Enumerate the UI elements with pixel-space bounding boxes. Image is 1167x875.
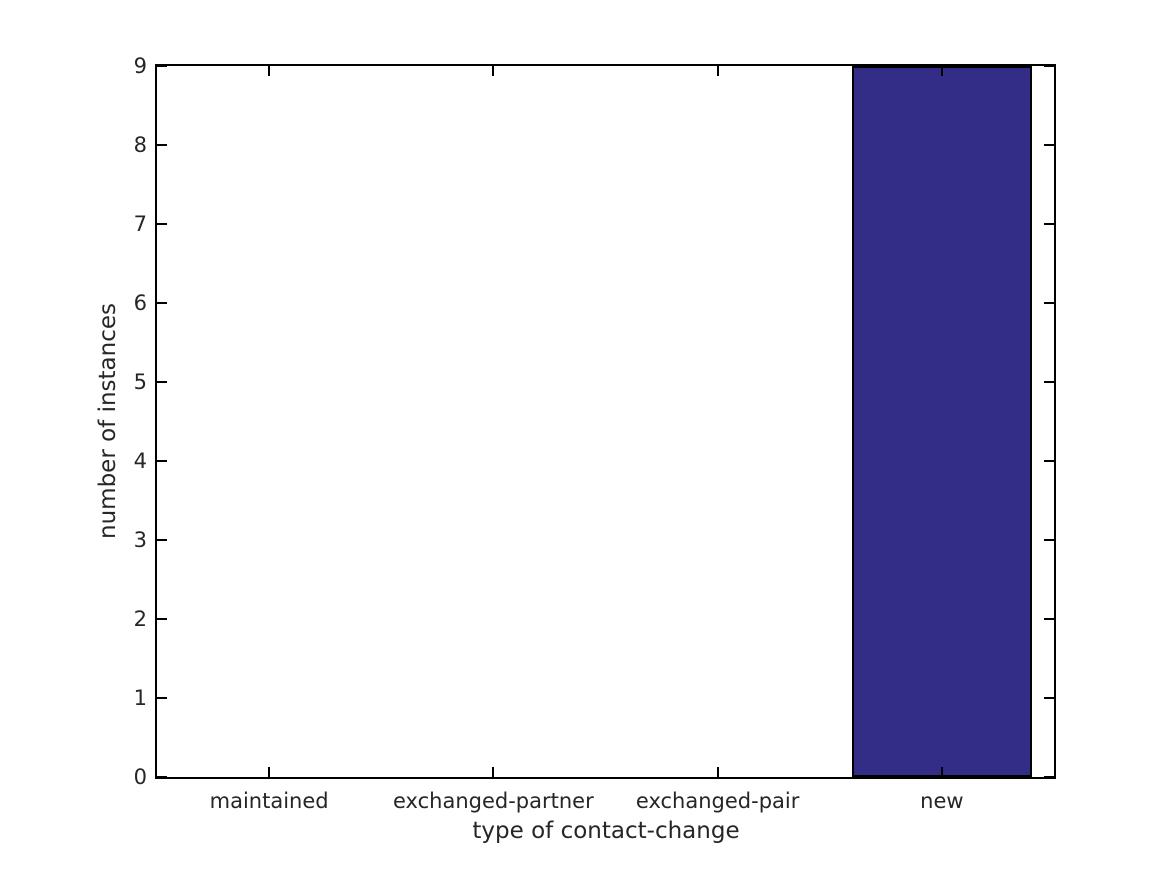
x-tick-mark	[492, 66, 495, 76]
y-tick-mark	[1044, 144, 1054, 146]
y-tick-label: 5	[133, 370, 147, 394]
y-tick-mark	[157, 223, 167, 225]
y-tick-mark	[157, 618, 167, 620]
x-tick-label-new: new	[920, 789, 964, 813]
y-tick-mark	[157, 460, 167, 462]
y-tick-label: 6	[133, 291, 147, 315]
x-tick-mark	[492, 767, 495, 777]
y-tick-label: 8	[133, 133, 147, 157]
x-tick-mark	[716, 767, 719, 777]
y-tick-mark	[157, 539, 167, 541]
y-tick-label: 0	[133, 765, 147, 789]
y-tick-mark	[1044, 697, 1054, 699]
y-tick-mark	[1044, 776, 1054, 778]
y-tick-mark	[157, 65, 167, 67]
y-tick-mark	[1044, 223, 1054, 225]
y-tick-mark	[157, 776, 167, 778]
y-tick-mark	[1044, 539, 1054, 541]
y-tick-mark	[1044, 65, 1054, 67]
y-tick-mark	[157, 302, 167, 304]
y-tick-label: 4	[133, 449, 147, 473]
x-tick-mark	[268, 767, 271, 777]
x-tick-label-exchanged-pair: exchanged-pair	[635, 789, 800, 813]
y-tick-mark	[157, 144, 167, 146]
y-tick-label: 3	[133, 528, 147, 552]
x-tick-mark	[940, 66, 943, 76]
x-axis-label: type of contact-change	[472, 818, 740, 844]
y-tick-label: 1	[133, 686, 147, 710]
y-tick-label: 7	[133, 212, 147, 236]
x-tick-label-exchanged-partner: exchanged-partner	[393, 789, 594, 813]
y-axis-label: number of instances	[95, 303, 121, 539]
y-tick-mark	[157, 697, 167, 699]
y-tick-label: 2	[133, 607, 147, 631]
bar-new	[852, 66, 1032, 777]
y-tick-mark	[1044, 460, 1054, 462]
plot-area	[155, 64, 1056, 779]
y-tick-label: 9	[133, 54, 147, 78]
x-tick-mark	[940, 767, 943, 777]
y-tick-mark	[1044, 381, 1054, 383]
y-tick-mark	[157, 381, 167, 383]
x-tick-mark	[268, 66, 271, 76]
x-tick-mark	[716, 66, 719, 76]
x-tick-label-maintained: maintained	[209, 789, 329, 813]
y-tick-mark	[1044, 302, 1054, 304]
y-tick-mark	[1044, 618, 1054, 620]
